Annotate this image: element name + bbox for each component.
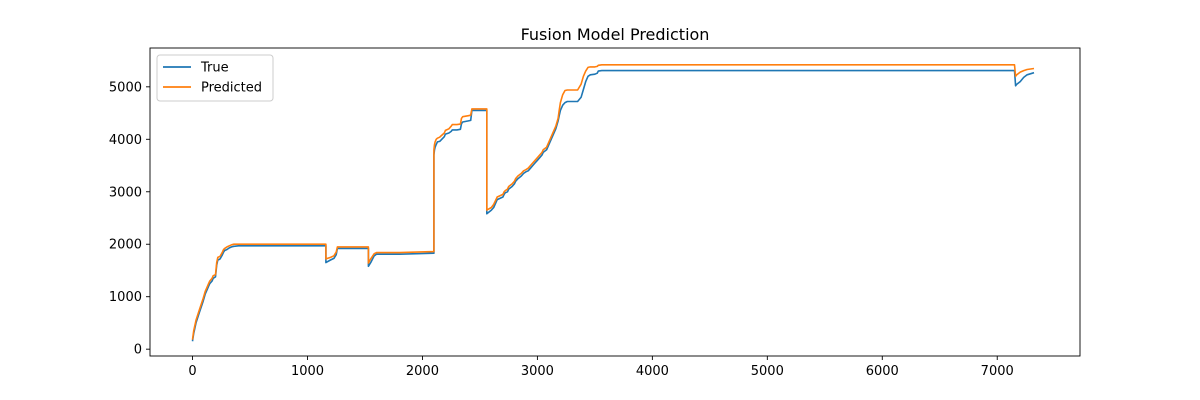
y-tick-label: 5000 (109, 80, 142, 95)
axes: 0 1000 2000 3000 4000 5000 6000 7000 0 1000 2000 30… (109, 47, 1081, 379)
x-tick-label: 2000 (406, 364, 439, 379)
x-tick-label: 5000 (751, 364, 784, 379)
legend: True Predicted (156, 54, 274, 102)
y-tick-label: 0 (134, 343, 142, 358)
axes-frame (149, 47, 1081, 357)
x-tick-label: 3000 (521, 364, 554, 379)
x-tick-label: 4000 (636, 364, 669, 379)
legend-label-predicted: Predicted (201, 81, 262, 96)
x-tick-label: 6000 (866, 364, 899, 379)
y-tick-label: 2000 (109, 238, 142, 253)
x-tick-label: 0 (188, 364, 196, 379)
legend-label-true: True (200, 61, 229, 76)
series-line-predicted (191, 64, 1035, 340)
y-tick-label: 3000 (109, 185, 142, 200)
y-tick-label: 1000 (109, 290, 142, 305)
x-tick-label: 1000 (291, 364, 324, 379)
plot-area (191, 64, 1035, 342)
y-tick-label: 4000 (109, 133, 142, 148)
chart-title: Fusion Model Prediction (521, 25, 710, 44)
x-tick-label: 7000 (981, 364, 1014, 379)
